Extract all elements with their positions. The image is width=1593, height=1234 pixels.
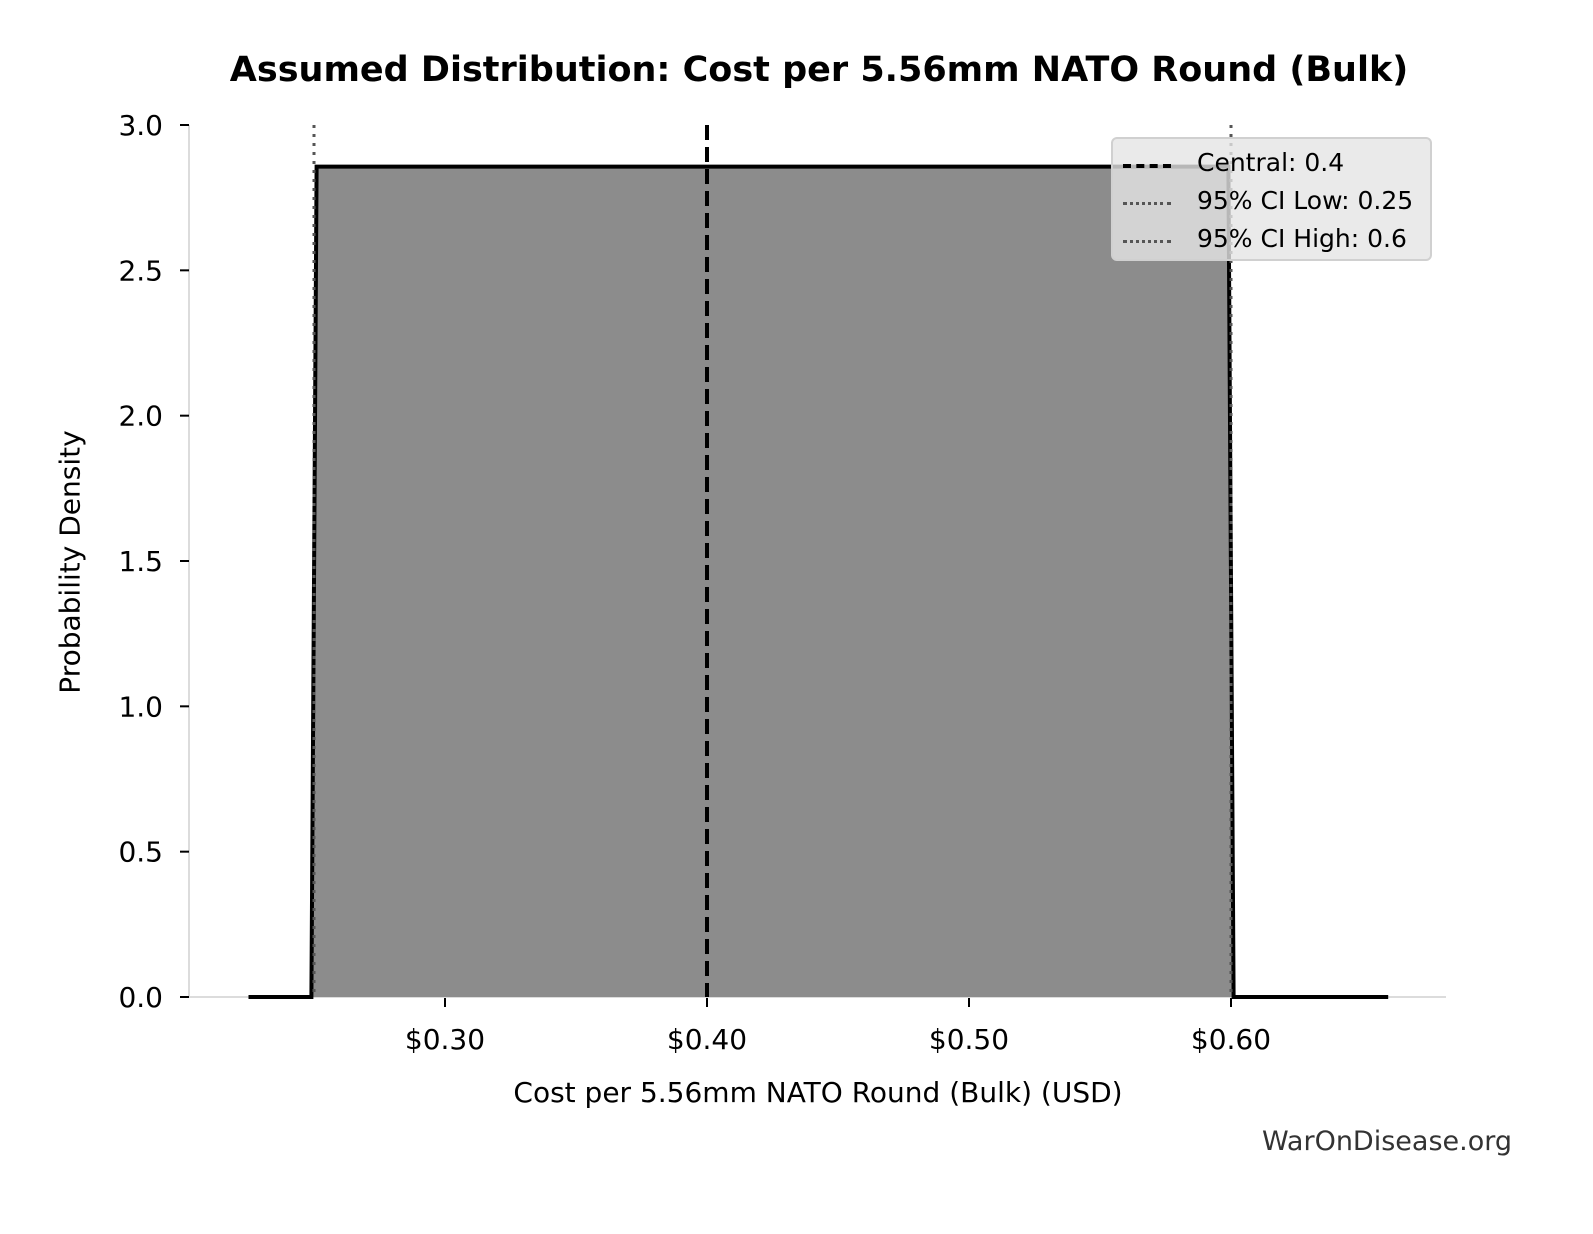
x-tick-label: $0.40	[667, 1023, 747, 1056]
reference-lines	[312, 125, 1233, 997]
x-tick-label: $0.30	[405, 1023, 485, 1056]
x-tick-label: $0.50	[929, 1023, 1009, 1056]
density-outline	[248, 164, 1389, 999]
watermark: WarOnDisease.org	[1261, 1126, 1512, 1157]
x-tick-label: $0.60	[1191, 1023, 1271, 1056]
x-axis-label: Cost per 5.56mm NATO Round (Bulk) (USD)	[513, 1076, 1123, 1109]
x-axis-ticks: $0.30 $0.40 $0.50 $0.60	[405, 998, 1271, 1056]
legend-label: 95% CI High: 0.6	[1197, 224, 1407, 253]
y-tick-label: 2.0	[118, 400, 163, 433]
legend-item-ci-low: 95% CI Low: 0.25	[1113, 183, 1430, 221]
y-tick-label: 1.5	[118, 545, 163, 578]
legend-label: 95% CI Low: 0.25	[1197, 186, 1414, 215]
density-series	[248, 164, 1389, 999]
y-tick-label: 3.0	[118, 109, 163, 142]
legend-item-ci-high: 95% CI High: 0.6	[1113, 221, 1430, 259]
y-tick-label: 0.5	[118, 836, 163, 869]
dotted-line-icon	[1123, 202, 1171, 205]
y-axis-label: Probability Density	[53, 430, 87, 694]
chart-title: Assumed Distribution: Cost per 5.56mm NA…	[229, 50, 1409, 90]
legend-label: Central: 0.4	[1197, 148, 1345, 177]
dashed-line-icon	[1123, 164, 1171, 168]
y-axis-ticks: 0.0 0.5 1.0 1.5 2.0 2.5 3.0	[118, 109, 189, 1014]
legend-item-central: Central: 0.4	[1113, 145, 1430, 183]
density-fill	[248, 166, 1389, 998]
y-tick-label: 0.0	[118, 981, 163, 1014]
dotted-line-icon	[1123, 240, 1171, 243]
y-tick-label: 1.0	[118, 690, 163, 723]
legend: Central: 0.4 95% CI Low: 0.25 95% CI Hig…	[1111, 137, 1432, 261]
y-tick-label: 2.5	[118, 254, 163, 287]
